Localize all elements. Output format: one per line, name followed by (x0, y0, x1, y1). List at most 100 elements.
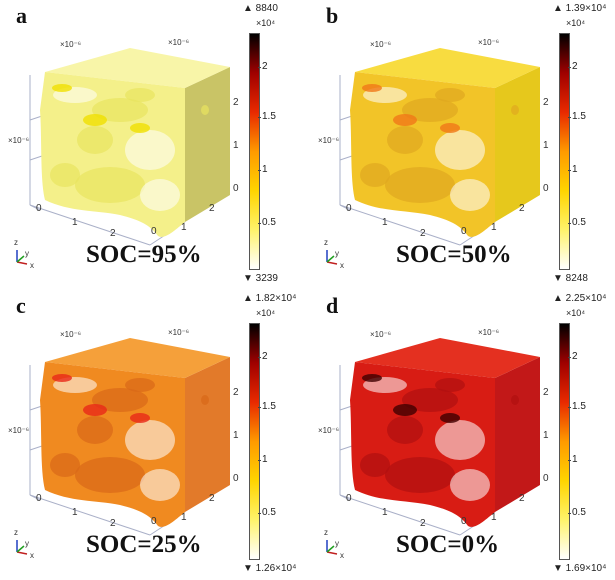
x-tick-label: 0 (151, 516, 157, 527)
cube-top-face (355, 48, 540, 88)
axis-exponent-label: ×10⁻⁶ (318, 136, 340, 145)
z-tick-label: 0 (543, 473, 549, 484)
hot-region (440, 413, 460, 423)
colorbar-tick-mark (568, 170, 571, 171)
colorbar-tick-mark (568, 460, 571, 461)
triad-y-axis (326, 545, 335, 553)
colorbar-exponent: ×10⁴ (256, 308, 276, 318)
panel-b: b z y x ×10⁻⁶ ×10⁻⁶ ×10⁻⁶ 0 1 2 0 0 1 2 2 1 SOC=50% ▲ 1.3… (310, 0, 615, 290)
axis-exponent-label: ×10⁻⁶ (60, 40, 82, 49)
colorbar-min: ▼ 8248 (553, 273, 588, 284)
colorbar-tick-mark (258, 460, 261, 461)
triad-z-label: z (14, 238, 18, 247)
triad-y-label: y (25, 249, 29, 258)
pore-blob (435, 378, 465, 392)
axis-exponent-label: ×10⁻⁶ (478, 328, 500, 337)
pore-blob (77, 126, 113, 154)
triad-y-axis (326, 255, 335, 263)
y-tick-label: 2 (209, 493, 215, 504)
axis-line (29, 494, 41, 501)
cube-right-face (185, 67, 230, 222)
triad-y-axis (16, 255, 25, 263)
z-tick-label: 1 (543, 140, 549, 151)
z-tick-label: 0 (233, 473, 239, 484)
x-tick-label: 0 (461, 516, 467, 527)
colorbar-tick-mark (568, 357, 571, 358)
pore-blob (402, 388, 458, 412)
y-tick-label: 2 (519, 203, 525, 214)
colorbar-tick-label: 2 (262, 351, 268, 362)
hot-region (130, 413, 150, 423)
colorbar-tick-mark (568, 223, 571, 224)
x-tick-label: 1 (382, 507, 388, 518)
colorbar-tick-label: 0.5 (262, 507, 276, 518)
colorbar-min: ▼ 1.26×10⁴ (243, 563, 297, 574)
cube-top-face (45, 48, 230, 88)
colorbar (559, 33, 570, 270)
colorbar-tick-mark (258, 357, 261, 358)
panel-label: a (16, 3, 27, 28)
axis-exponent-label: ×10⁻⁶ (8, 426, 30, 435)
soc-title: SOC=25% (86, 531, 202, 558)
x-tick-label: 0 (461, 226, 467, 237)
colorbar (559, 323, 570, 560)
cube-right-face (495, 357, 540, 512)
colorbar-tick-label: 2 (572, 351, 578, 362)
pore-blob (435, 130, 485, 170)
hot-region (362, 84, 382, 92)
porous-cube-render (326, 338, 540, 555)
axis-exponent-label: ×10⁻⁶ (478, 38, 500, 47)
pore-blob (201, 105, 209, 115)
pore-blob (201, 395, 209, 405)
colorbar-tick-label: 0.5 (572, 217, 586, 228)
z-tick-label: 2 (543, 97, 549, 108)
x-tick-label: 0 (346, 203, 352, 214)
axis-exponent-label: ×10⁻⁶ (60, 330, 82, 339)
colorbar-max: ▲ 2.25×10⁴ (553, 293, 607, 304)
colorbar-tick-mark (258, 407, 261, 408)
pore-blob (92, 388, 148, 412)
pore-blob (511, 395, 519, 405)
z-tick-label: 1 (233, 430, 239, 441)
pore-blob (140, 469, 180, 501)
triad-x-axis (326, 261, 338, 265)
x-tick-label: 2 (110, 518, 116, 529)
x-tick-label: 0 (36, 203, 42, 214)
hot-region (362, 374, 382, 382)
hot-region (393, 114, 417, 126)
x-tick-label: 0 (151, 226, 157, 237)
y-tick-label: 1 (181, 222, 187, 233)
x-tick-label: 2 (420, 518, 426, 529)
pore-blob (450, 179, 490, 211)
colorbar-tick-label: 1.5 (572, 111, 586, 122)
triad-y-label: y (25, 539, 29, 548)
pore-blob (77, 416, 113, 444)
axis-exponent-label: ×10⁻⁶ (168, 38, 190, 47)
triad-y-label: y (335, 539, 339, 548)
colorbar-tick-mark (568, 117, 571, 118)
y-tick-label: 1 (491, 222, 497, 233)
colorbar-tick-label: 2 (262, 61, 268, 72)
triad-x-axis (326, 551, 338, 555)
colorbar-tick-label: 1 (262, 454, 268, 465)
triad-x-axis (16, 261, 28, 265)
axis-line (339, 494, 351, 501)
colorbar-tick-mark (258, 513, 261, 514)
triad-x-axis (16, 551, 28, 555)
cube-top-face (45, 338, 230, 378)
y-tick-label: 1 (181, 512, 187, 523)
x-tick-label: 1 (382, 217, 388, 228)
pore-blob (385, 167, 455, 203)
panel-c: c z y x ×10⁻⁶ ×10⁻⁶ ×10⁻⁶ 0 1 2 0 0 1 2 2 1 SOC=25% ▲ 1.8… (0, 290, 307, 580)
axis-exponent-label: ×10⁻⁶ (370, 330, 392, 339)
pore-blob (125, 420, 175, 460)
pore-blob (125, 378, 155, 392)
colorbar-tick-label: 1.5 (572, 401, 586, 412)
triad-z-label: z (14, 528, 18, 537)
triad-z-label: z (324, 238, 328, 247)
pore-blob (75, 167, 145, 203)
pore-blob (50, 453, 80, 477)
triad-y-axis (16, 545, 25, 553)
colorbar-max: ▲ 1.39×10⁴ (553, 3, 607, 14)
axis-exponent-label: ×10⁻⁶ (318, 426, 340, 435)
